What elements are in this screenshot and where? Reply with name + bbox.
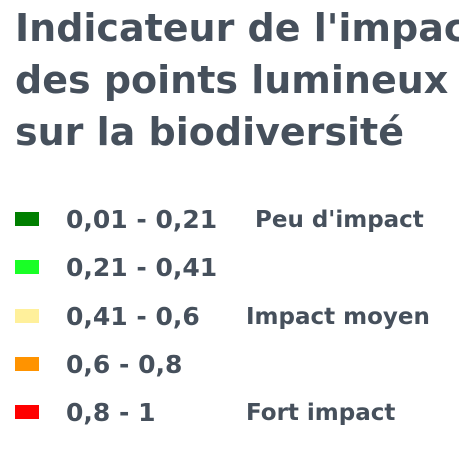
- legend-title: Indicateur de l'impact des points lumine…: [15, 2, 459, 158]
- legend-label-1: Peu d'impact: [255, 207, 424, 233]
- legend-row-2: 0,21 - 0,41: [0, 248, 459, 288]
- legend-label-3: Impact moyen: [246, 304, 430, 330]
- legend-swatch-2: [15, 260, 39, 274]
- legend-swatch-1: [15, 212, 39, 226]
- legend-range-5: 0,8 - 1: [66, 398, 156, 427]
- legend-range-4: 0,6 - 0,8: [66, 350, 183, 379]
- legend-range-2: 0,21 - 0,41: [66, 253, 218, 282]
- legend-range-1: 0,01 - 0,21: [66, 205, 218, 234]
- legend-title-line-1: Indicateur de l'impact: [15, 6, 459, 50]
- legend-row-1: 0,01 - 0,21 Peu d'impact: [0, 200, 459, 240]
- legend-row-4: 0,6 - 0,8: [0, 345, 459, 385]
- legend-swatch-4: [15, 357, 39, 371]
- legend-swatch-3: [15, 309, 39, 323]
- legend-title-line-3: sur la biodiversité: [15, 110, 404, 154]
- legend-label-5: Fort impact: [246, 400, 396, 426]
- legend-swatch-5: [15, 405, 39, 419]
- legend-row-5: 0,8 - 1 Fort impact: [0, 393, 459, 433]
- legend-row-3: 0,41 - 0,6 Impact moyen: [0, 297, 459, 337]
- legend-title-line-2: des points lumineux: [15, 58, 449, 102]
- legend-range-3: 0,41 - 0,6: [66, 302, 200, 331]
